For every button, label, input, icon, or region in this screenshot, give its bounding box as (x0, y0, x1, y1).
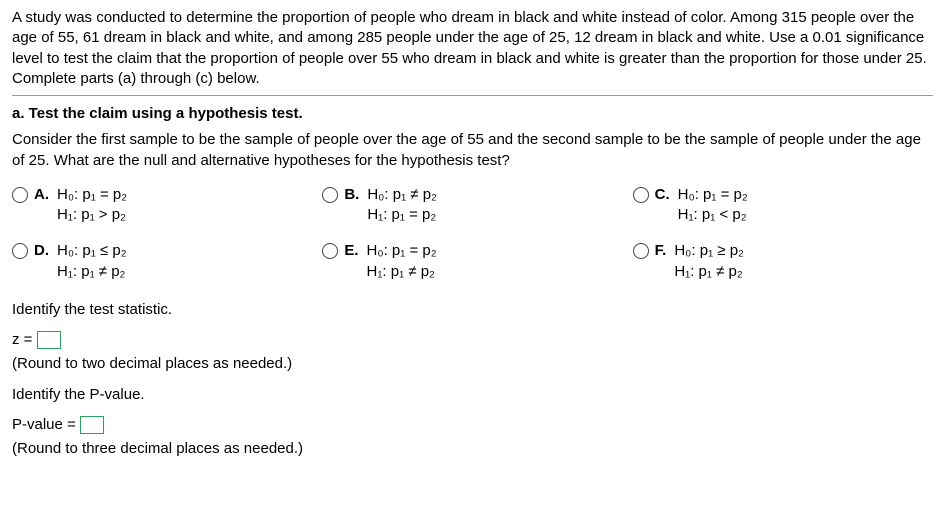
h1-line: H₁: p₁ > p₂ (57, 205, 127, 225)
pvalue-label: P-value = (12, 416, 76, 433)
choice-d[interactable]: D. H₀: p₁ ≤ p₂ H₁: p₁ ≠ p₂ (12, 241, 312, 282)
h1-line: H₁: p₁ ≠ p₂ (674, 262, 744, 282)
problem-statement: A study was conducted to determine the p… (12, 8, 933, 89)
pvalue-title: Identify the P-value. (12, 385, 933, 405)
h0-line: H₀: p₁ ≥ p₂ (674, 241, 744, 261)
h0-line: H₀: p₁ = p₂ (367, 241, 437, 261)
h0-line: H₀: p₁ ≠ p₂ (367, 185, 437, 205)
h1-line: H₁: p₁ < p₂ (678, 205, 748, 225)
z-input[interactable] (37, 331, 61, 349)
choice-label: D. (34, 241, 49, 261)
radio-icon[interactable] (633, 187, 649, 203)
h0-line: H₀: p₁ = p₂ (57, 185, 127, 205)
pvalue-round-note: (Round to three decimal places as needed… (12, 439, 933, 459)
choice-c[interactable]: C. H₀: p₁ = p₂ H₁: p₁ < p₂ (633, 185, 933, 226)
h1-line: H₁: p₁ ≠ p₂ (57, 262, 127, 282)
part-a-title: a. Test the claim using a hypothesis tes… (12, 104, 933, 124)
choice-label: A. (34, 185, 49, 205)
separator (12, 95, 933, 96)
choice-label: B. (344, 185, 359, 205)
radio-icon[interactable] (12, 243, 28, 259)
radio-icon[interactable] (322, 187, 338, 203)
part-a-consider: Consider the first sample to be the samp… (12, 130, 933, 171)
pvalue-input-row: P-value = (12, 415, 933, 435)
z-input-row: z = (12, 330, 933, 350)
choice-e[interactable]: E. H₀: p₁ = p₂ H₁: p₁ ≠ p₂ (322, 241, 622, 282)
choice-a[interactable]: A. H₀: p₁ = p₂ H₁: p₁ > p₂ (12, 185, 312, 226)
z-round-note: (Round to two decimal places as needed.) (12, 354, 933, 374)
radio-icon[interactable] (12, 187, 28, 203)
choice-label: E. (344, 241, 358, 261)
part-a-label: a. Test the claim using a hypothesis tes… (12, 105, 303, 122)
radio-icon[interactable] (322, 243, 338, 259)
choice-b[interactable]: B. H₀: p₁ ≠ p₂ H₁: p₁ = p₂ (322, 185, 622, 226)
h0-line: H₀: p₁ ≤ p₂ (57, 241, 127, 261)
choice-f[interactable]: F. H₀: p₁ ≥ p₂ H₁: p₁ ≠ p₂ (633, 241, 933, 282)
h1-line: H₁: p₁ ≠ p₂ (367, 262, 437, 282)
z-label: z = (12, 331, 32, 348)
test-stat-title: Identify the test statistic. (12, 300, 933, 320)
pvalue-input[interactable] (80, 416, 104, 434)
h0-line: H₀: p₁ = p₂ (678, 185, 748, 205)
choice-label: C. (655, 185, 670, 205)
choice-label: F. (655, 241, 667, 261)
h1-line: H₁: p₁ = p₂ (367, 205, 437, 225)
choice-grid: A. H₀: p₁ = p₂ H₁: p₁ > p₂ B. H₀: p₁ ≠ p… (12, 185, 933, 282)
radio-icon[interactable] (633, 243, 649, 259)
